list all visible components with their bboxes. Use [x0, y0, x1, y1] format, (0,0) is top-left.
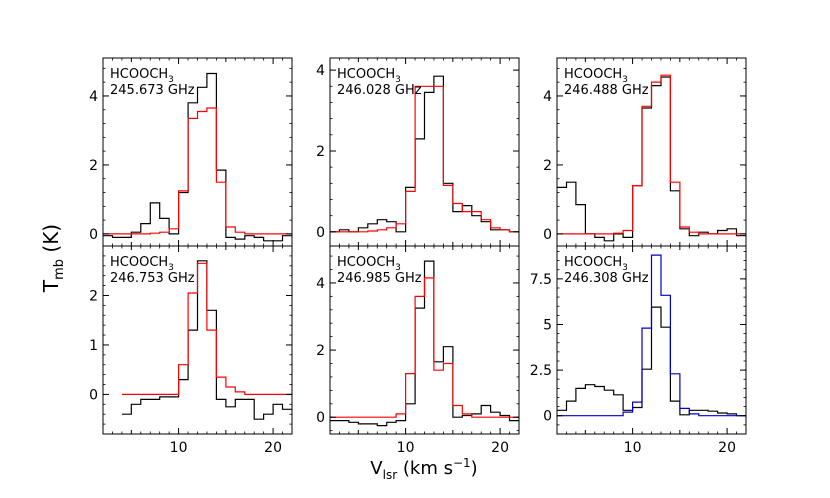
panel-data — [557, 74, 746, 242]
frequency-label: 246.488 GHz — [564, 83, 649, 98]
y-axis-label: Tmb (K) — [39, 224, 67, 293]
model-spectrum — [557, 254, 746, 417]
y-tick-label: 4 — [543, 89, 552, 105]
y-tick-label: 7.5 — [530, 272, 552, 288]
observed-spectrum — [103, 72, 292, 242]
model-spectrum — [103, 107, 292, 235]
panel-data — [330, 260, 519, 427]
y-tick-label: 2.5 — [530, 363, 552, 379]
y-tick-label: 2 — [543, 158, 552, 174]
y-tick-label: 2 — [89, 288, 98, 304]
species-label: HCOOCH3 — [337, 67, 401, 85]
x-axis-label: Vlsr (km s−1) — [370, 456, 477, 482]
x-tick-label: 10 — [170, 440, 188, 456]
panel-data — [330, 75, 519, 233]
y-tick-label: 0 — [543, 409, 552, 425]
x-tick-label: 10 — [624, 440, 642, 456]
panel-data — [103, 72, 292, 242]
y-tick-label: 0 — [89, 227, 98, 243]
y-tick-label: 0 — [543, 227, 552, 243]
y-tick-label: 2 — [316, 144, 325, 160]
observed-spectrum — [330, 75, 519, 233]
x-tick-label: 20 — [718, 440, 736, 456]
model-spectrum — [121, 262, 292, 395]
frequency-label: 246.308 GHz — [564, 271, 649, 286]
frequency-label: 246.985 GHz — [337, 271, 422, 286]
model-spectrum — [557, 74, 746, 235]
y-tick-label: 2 — [316, 343, 325, 359]
y-tick-label: 0 — [316, 225, 325, 241]
frequency-label: 246.028 GHz — [337, 83, 422, 98]
species-label: HCOOCH3 — [337, 255, 401, 273]
observed-spectrum — [557, 306, 746, 417]
y-tick-label: 4 — [316, 63, 325, 79]
y-tick-label: 0 — [316, 410, 325, 426]
x-tick-label: 10 — [397, 440, 415, 456]
species-label: HCOOCH3 — [110, 67, 174, 85]
panel-data — [121, 260, 292, 420]
species-label: HCOOCH3 — [564, 255, 628, 273]
species-label: HCOOCH3 — [564, 67, 628, 85]
x-tick-label: 20 — [264, 440, 282, 456]
observed-spectrum — [330, 260, 519, 427]
frequency-label: 246.753 GHz — [110, 271, 195, 286]
panel-data — [557, 254, 746, 417]
model-spectrum — [330, 277, 519, 418]
y-tick-label: 4 — [316, 276, 325, 292]
frequency-label: 245.673 GHz — [110, 83, 195, 98]
model-spectrum — [330, 85, 519, 233]
y-tick-label: 2 — [89, 158, 98, 174]
y-tick-label: 4 — [89, 89, 98, 105]
y-tick-label: 1 — [89, 338, 98, 354]
y-tick-label: 5 — [543, 317, 552, 333]
species-label: HCOOCH3 — [110, 255, 174, 273]
x-tick-label: 20 — [491, 440, 509, 456]
y-tick-label: 0 — [89, 387, 98, 403]
